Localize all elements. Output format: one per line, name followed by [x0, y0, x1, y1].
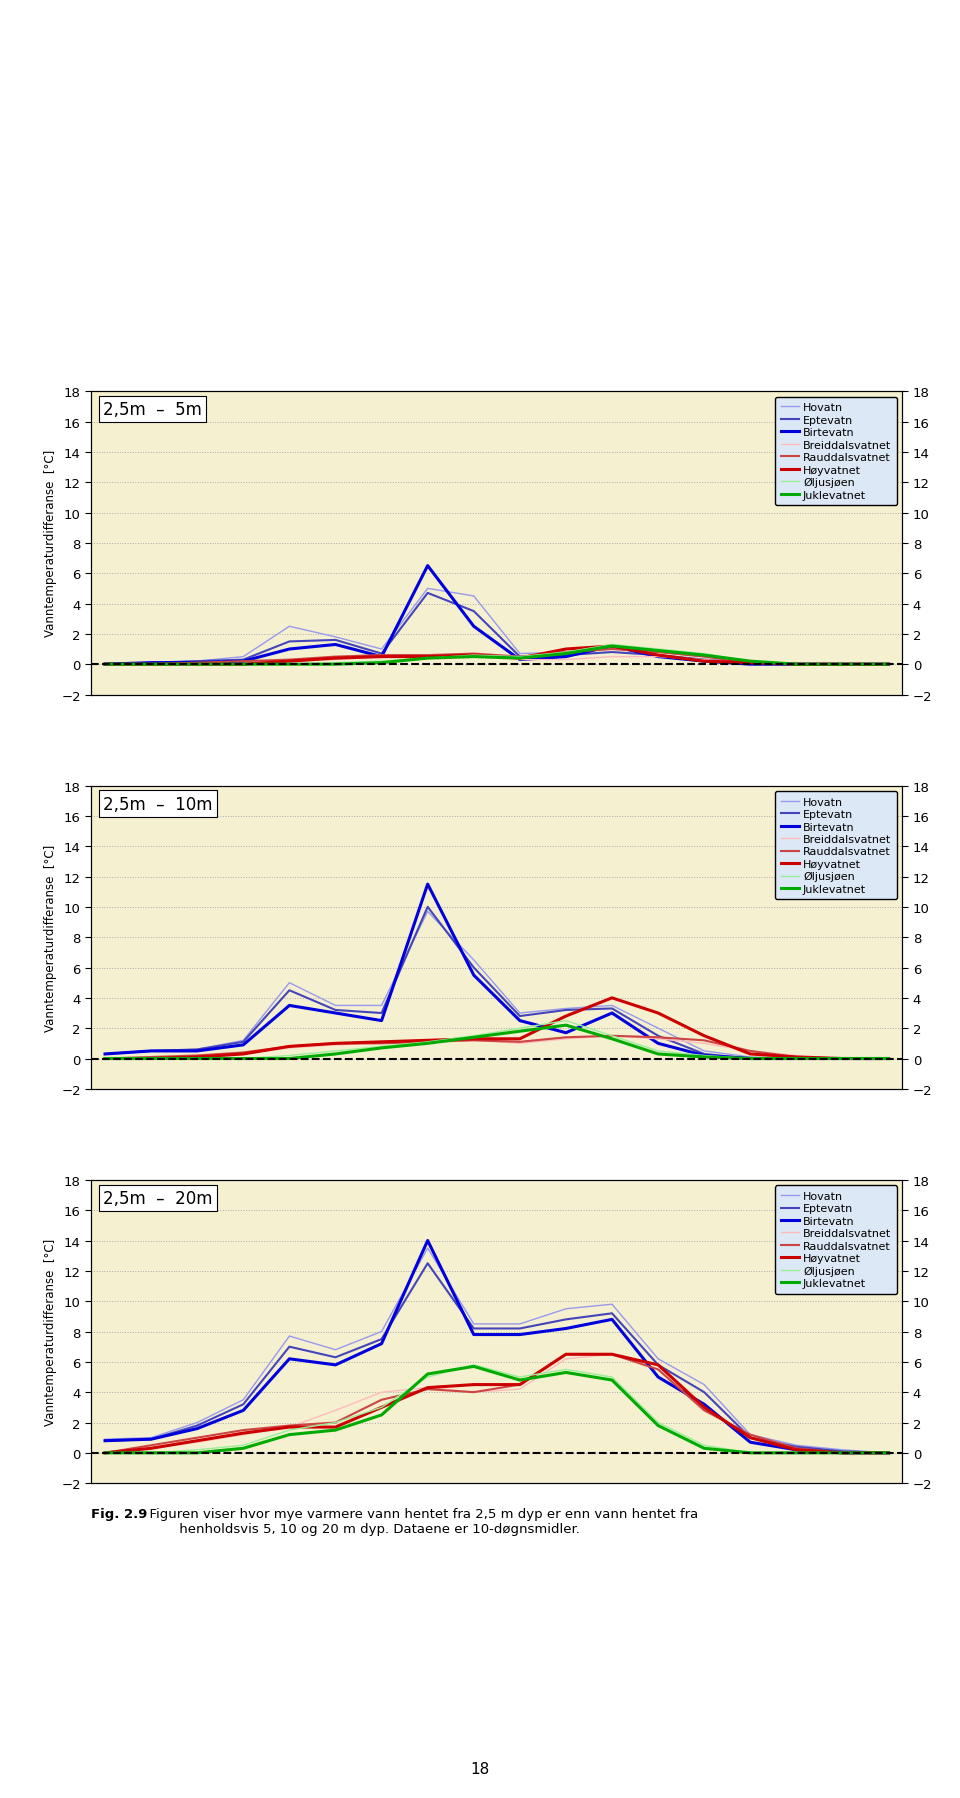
Text: Figuren viser hvor mye varmere vann hentet fra 2,5 m dyp er enn vann hentet fra
: Figuren viser hvor mye varmere vann hent… — [141, 1507, 698, 1535]
Text: 2,5m  –  10m: 2,5m – 10m — [104, 795, 213, 813]
Text: 2,5m  –  5m: 2,5m – 5m — [104, 401, 203, 419]
Legend: Hovatn, Eptevatn, Birtevatn, Breiddalsvatnet, Rauddalsvatnet, Høyvatnet, Øljusjø: Hovatn, Eptevatn, Birtevatn, Breiddalsva… — [776, 397, 897, 505]
Legend: Hovatn, Eptevatn, Birtevatn, Breiddalsvatnet, Rauddalsvatnet, Høyvatnet, Øljusjø: Hovatn, Eptevatn, Birtevatn, Breiddalsva… — [776, 791, 897, 901]
Legend: Hovatn, Eptevatn, Birtevatn, Breiddalsvatnet, Rauddalsvatnet, Høyvatnet, Øljusjø: Hovatn, Eptevatn, Birtevatn, Breiddalsva… — [776, 1185, 897, 1295]
Y-axis label: Vanntemperaturdifferanse  [°C]: Vanntemperaturdifferanse [°C] — [44, 450, 57, 636]
Text: Fig. 2.9: Fig. 2.9 — [91, 1507, 148, 1519]
Text: 2,5m  –  20m: 2,5m – 20m — [104, 1188, 213, 1206]
Y-axis label: Vanntemperaturdifferanse  [°C]: Vanntemperaturdifferanse [°C] — [44, 1239, 57, 1426]
Text: 18: 18 — [470, 1762, 490, 1776]
Y-axis label: Vanntemperaturdifferanse  [°C]: Vanntemperaturdifferanse [°C] — [44, 843, 57, 1032]
